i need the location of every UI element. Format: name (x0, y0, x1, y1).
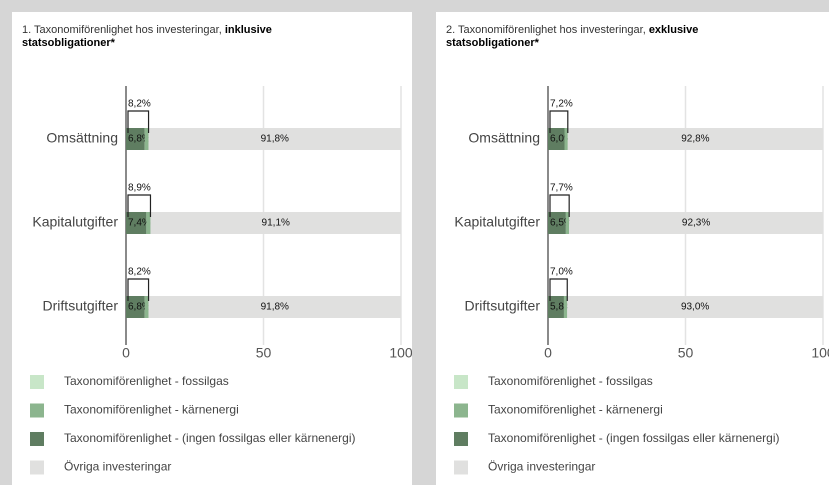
bar-segment (150, 212, 401, 234)
legend-label: Övriga investeringar (64, 460, 171, 474)
value-label: 6,8% (128, 302, 151, 313)
value-label: 6,5% (550, 218, 573, 229)
bar-segment (564, 128, 568, 150)
legend-swatch (30, 375, 44, 389)
bar-segment (565, 212, 570, 234)
title-bold: exklusive statsobligationer* (446, 24, 699, 49)
total-label: 7,2% (550, 99, 573, 110)
x-tick-label: 100 (811, 345, 829, 361)
legend-label: Taxonomiförenlighet - (ingen fossilgas e… (64, 431, 355, 445)
legend-swatch (454, 432, 468, 446)
total-bracket (549, 194, 570, 217)
y-tick-label: Driftsutgifter (465, 298, 541, 314)
value-label: 93,0% (681, 302, 709, 313)
legend-label: Övriga investeringar (488, 460, 595, 474)
bar-segment (567, 128, 823, 150)
value-label: 91,8% (261, 134, 289, 145)
value-label: 6,0% (550, 134, 573, 145)
x-tick-label: 50 (256, 345, 272, 361)
value-label: 91,8% (261, 302, 289, 313)
panel: 2. Taxonomiförenlighet hos investeringar… (436, 12, 829, 485)
value-label: 91,1% (262, 218, 290, 229)
legend-swatch (454, 375, 468, 389)
legend-swatch (30, 403, 44, 418)
total-label: 8,2% (128, 99, 151, 110)
legend-label: Taxonomiförenlighet - kärnenergi (488, 403, 663, 417)
bar-segment (126, 212, 147, 234)
total-label: 7,7% (550, 183, 573, 194)
value-label: 5,8% (550, 302, 573, 313)
bar-segment (126, 296, 145, 318)
y-tick-label: Driftsutgifter (43, 298, 119, 314)
chart-title: 2. Taxonomiförenlighet hos investeringar… (446, 24, 746, 50)
bar-segment (144, 128, 149, 150)
chart: 0 50 100 Omsättning 6,8% 91,8% 8,2% Kapitalutgi… (30, 86, 412, 475)
y-tick-label: Kapitalutgifter (454, 214, 540, 230)
bar-segment (126, 128, 145, 150)
legend-label: Taxonomiförenlighet - (ingen fossilgas e… (488, 431, 779, 445)
bar-segment (567, 296, 823, 318)
total-bracket (127, 110, 150, 133)
x-tick-label: 100 (389, 345, 412, 361)
total-bracket (549, 278, 568, 301)
value-label: 7,4% (128, 218, 151, 229)
bar-segment (563, 296, 568, 318)
chart-title: 1. Taxonomiförenlighet hos investeringar… (22, 24, 322, 50)
x-tick-label: 0 (544, 345, 552, 361)
bar-segment (148, 296, 401, 318)
x-tick-label: 50 (678, 345, 694, 361)
legend-label: Taxonomiförenlighet - kärnenergi (64, 403, 239, 417)
total-label: 8,9% (128, 183, 151, 194)
bar-segment (548, 212, 566, 234)
bar-segment (144, 296, 149, 318)
legend-label: Taxonomiförenlighet - fossilgas (488, 374, 653, 388)
title-bold: inklusive statsobligationer* (22, 24, 272, 49)
bar-segment (569, 212, 823, 234)
legend-swatch (454, 403, 468, 418)
bar-segment (548, 128, 565, 150)
bar-segment (548, 296, 564, 318)
title-text: 1. Taxonomiförenlighet hos investeringar… (22, 24, 225, 36)
total-label: 7,0% (550, 267, 573, 278)
x-tick-label: 0 (122, 345, 130, 361)
y-tick-label: Kapitalutgifter (32, 214, 118, 230)
bar-segment (148, 128, 401, 150)
legend-label: Taxonomiförenlighet - fossilgas (64, 374, 229, 388)
value-label: 6,8% (128, 134, 151, 145)
y-tick-label: Omsättning (46, 130, 118, 146)
total-label: 8,2% (128, 267, 151, 278)
value-label: 92,8% (681, 134, 709, 145)
bar-segment (146, 212, 151, 234)
legend-swatch (30, 432, 44, 446)
legend-swatch (454, 460, 468, 475)
total-bracket (127, 194, 152, 217)
chart: 0 50 100 Omsättning 6,0% 92,8% 7,2% Kapitalutgi… (454, 86, 829, 475)
value-label: 92,3% (682, 218, 710, 229)
panel: 1. Taxonomiförenlighet hos investeringar… (12, 12, 412, 485)
total-bracket (127, 278, 150, 301)
legend-swatch (30, 460, 44, 475)
y-tick-label: Omsättning (468, 130, 540, 146)
total-bracket (549, 110, 569, 133)
title-text: 2. Taxonomiförenlighet hos investeringar… (446, 24, 649, 36)
